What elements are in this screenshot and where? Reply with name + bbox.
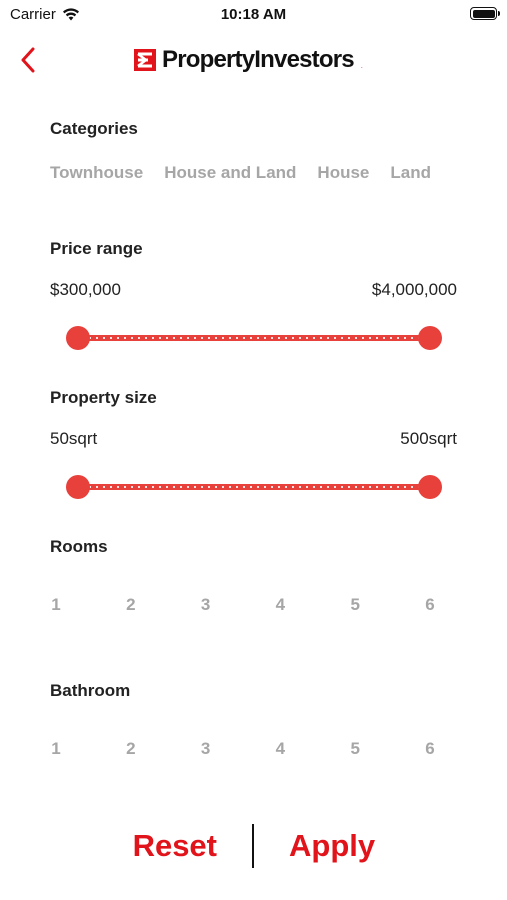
bathroom-label: Bathroom — [50, 681, 131, 700]
bathroom-option-3[interactable]: 3 — [200, 739, 211, 758]
bathroom-option-1[interactable]: 1 — [51, 739, 61, 758]
footer-actions: Reset Apply — [0, 820, 507, 872]
status-bar: Carrier 10:18 AM — [0, 0, 507, 30]
rooms-options: 1 2 3 4 5 6 — [50, 595, 436, 615]
logo-mark-icon — [134, 49, 156, 71]
bathroom-option-4[interactable]: 4 — [275, 739, 286, 758]
category-townhouse[interactable]: Townhouse — [50, 163, 144, 182]
size-min-value: 50sqrt — [50, 429, 98, 448]
category-house[interactable]: House — [317, 163, 370, 182]
reset-button[interactable]: Reset — [132, 828, 217, 863]
battery-icon — [470, 7, 500, 20]
price-max-thumb[interactable] — [418, 326, 442, 350]
size-min-thumb[interactable] — [66, 475, 90, 499]
footer-divider — [252, 824, 254, 868]
rooms-option-3[interactable]: 3 — [200, 595, 211, 614]
bathroom-options: 1 2 3 4 5 6 — [50, 739, 436, 759]
status-time: 10:18 AM — [220, 6, 287, 23]
categories-label: Categories — [50, 119, 138, 138]
property-size-slider[interactable] — [66, 473, 442, 501]
apply-button[interactable]: Apply — [289, 828, 376, 863]
property-size-track[interactable] — [78, 484, 430, 490]
price-range-track[interactable] — [78, 335, 430, 341]
rooms-option-2[interactable]: 2 — [126, 595, 136, 614]
rooms-label: Rooms — [50, 537, 108, 556]
bathroom-option-6[interactable]: 6 — [425, 739, 435, 758]
bathroom-option-2[interactable]: 2 — [126, 739, 136, 758]
categories-scroller[interactable]: Townhouse House and Land House Land — [50, 163, 460, 187]
property-size-label: Property size — [50, 388, 157, 407]
logo-trademark: . — [360, 63, 363, 70]
rooms-option-4[interactable]: 4 — [275, 595, 286, 614]
price-min-value: $300,000 — [50, 280, 121, 299]
category-land[interactable]: Land — [390, 163, 431, 182]
carrier-info: Carrier — [10, 6, 80, 23]
carrier-label: Carrier — [10, 6, 56, 23]
back-button[interactable] — [14, 44, 42, 76]
size-max-value: 500sqrt — [400, 429, 457, 448]
price-range-label: Price range — [50, 239, 143, 258]
bathroom-option-5[interactable]: 5 — [350, 739, 360, 758]
chevron-left-icon — [21, 47, 35, 73]
price-min-thumb[interactable] — [66, 326, 90, 350]
rooms-option-5[interactable]: 5 — [350, 595, 360, 614]
wifi-icon — [62, 8, 79, 21]
category-house-and-land[interactable]: House and Land — [164, 163, 297, 182]
logo-text: PropertyInvestors — [162, 46, 355, 73]
price-max-value: $4,000,000 — [371, 280, 457, 299]
app-logo: PropertyInvestors . — [134, 44, 363, 76]
rooms-option-1[interactable]: 1 — [51, 595, 61, 614]
price-range-slider[interactable] — [66, 324, 442, 352]
rooms-option-6[interactable]: 6 — [425, 595, 435, 614]
size-max-thumb[interactable] — [418, 475, 442, 499]
